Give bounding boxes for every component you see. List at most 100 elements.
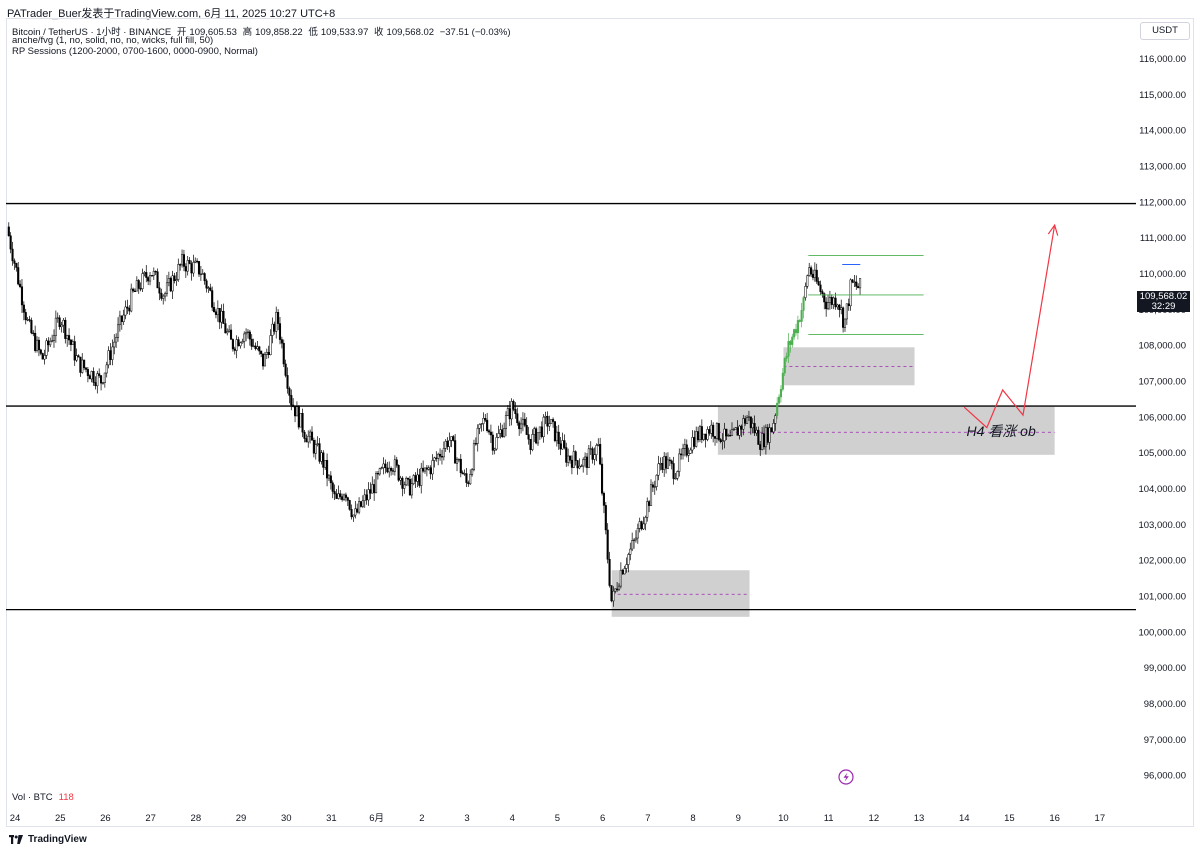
- symbol-title[interactable]: Bitcoin / TetherUS · 1小时 · BINANCE: [12, 27, 172, 38]
- candle-body: [759, 444, 762, 450]
- tradingview-brand[interactable]: TradingView: [28, 834, 87, 845]
- candle-body: [533, 428, 536, 435]
- indicator-sessions-legend[interactable]: RP Sessions (1200-2000, 0700-1600, 0000-…: [12, 46, 258, 57]
- candle-body: [403, 484, 406, 489]
- time-tick-label: 28: [191, 813, 202, 824]
- candle-body: [100, 375, 103, 384]
- candle-body: [597, 444, 600, 446]
- candle-body: [339, 493, 342, 497]
- candle-body: [278, 323, 282, 340]
- candle-body: [518, 422, 521, 430]
- candle-body: [109, 350, 112, 360]
- candle-body: [179, 264, 182, 266]
- candle-body: [220, 310, 223, 323]
- candle-body: [680, 453, 683, 456]
- candle-body: [258, 346, 261, 352]
- price-axis: 96,000.00 97,000.00 98,000.00 99,000.00 100,…: [1138, 54, 1186, 782]
- volume-legend[interactable]: Vol · BTC 118: [12, 792, 74, 803]
- candle-body: [237, 339, 240, 347]
- candle-body: [318, 443, 321, 462]
- price-tick-label: 108,000.00: [1138, 341, 1186, 352]
- candle-body: [26, 319, 29, 321]
- candle-body: [101, 382, 105, 384]
- candle-body: [478, 424, 481, 429]
- candle-body: [753, 423, 756, 434]
- candle-body: [405, 477, 408, 486]
- candle-body: [606, 529, 609, 560]
- candle-body: [721, 440, 724, 442]
- candle-body: [536, 432, 540, 444]
- currency-unit-button[interactable]: USDT: [1140, 22, 1190, 40]
- candle-body: [778, 396, 781, 404]
- price-tick-label: 105,000.00: [1138, 448, 1186, 459]
- candle-body: [344, 494, 347, 498]
- indicator-fvg-legend[interactable]: anche/fvg (1, no, solid, no, no, wicks, …: [12, 35, 214, 46]
- candle-body: [182, 254, 185, 267]
- candle-body: [448, 440, 451, 447]
- candle-body: [201, 273, 204, 275]
- candle-body: [661, 463, 664, 470]
- candle-body: [657, 463, 660, 476]
- symbol-legend[interactable]: Bitcoin / TetherUS · 1小时 · BINANCE 开 109,…: [12, 24, 514, 38]
- candle-body: [457, 458, 460, 461]
- publisher-line: PATrader_Buer发表于TradingView.com, 6月 11, …: [7, 8, 336, 20]
- candle-body: [651, 484, 654, 488]
- candle-body: [177, 264, 180, 280]
- candle-body: [229, 329, 233, 340]
- current-price-value: 109,568.02: [1139, 291, 1188, 302]
- candle-body: [150, 275, 153, 277]
- candle-body: [326, 460, 329, 479]
- candle-body: [399, 477, 402, 481]
- candle-body: [265, 352, 268, 355]
- candle-body: [804, 286, 807, 298]
- candle-body: [787, 341, 790, 357]
- open-value: 109,605.53: [189, 27, 237, 38]
- annotations: H4 看涨 ob: [967, 423, 1036, 439]
- candle-body: [145, 272, 148, 278]
- candle-body: [602, 492, 605, 506]
- candle-body: [17, 267, 20, 285]
- candle-body: [589, 448, 592, 450]
- candle-body: [331, 482, 334, 492]
- candle-body: [619, 569, 622, 587]
- candle-body: [152, 270, 155, 276]
- candle-body: [333, 491, 336, 495]
- candle-body: [527, 434, 530, 440]
- candle-body: [817, 281, 820, 286]
- price-tick-label: 100,000.00: [1138, 627, 1186, 638]
- candle-body: [342, 494, 346, 500]
- time-tick-label: 26: [100, 813, 111, 824]
- candle-body: [681, 448, 685, 456]
- lightning-icon[interactable]: [838, 769, 854, 785]
- candle-body: [757, 429, 760, 445]
- candle-body: [838, 304, 841, 311]
- candle-body: [378, 468, 381, 475]
- range-lines: [808, 255, 924, 335]
- candle-body: [719, 439, 722, 442]
- candle-body: [374, 473, 378, 494]
- candle-body: [520, 423, 523, 430]
- candle-body: [655, 474, 658, 487]
- time-tick-label: 31: [326, 813, 337, 824]
- candle-body: [599, 444, 602, 465]
- candle-body: [725, 428, 728, 437]
- projection-path: [963, 224, 1056, 429]
- candle-body: [706, 429, 709, 440]
- candle-body: [11, 248, 14, 262]
- candle-body: [122, 314, 125, 322]
- candle-body: [171, 275, 174, 292]
- candle-body: [762, 433, 766, 448]
- candle-body: [653, 486, 656, 488]
- price-tick-label: 97,000.00: [1144, 735, 1186, 746]
- candle-body: [747, 416, 750, 418]
- candle-body: [47, 340, 50, 346]
- current-price-tag: 109,568.02 32:29: [1137, 291, 1190, 312]
- candle-body: [633, 539, 636, 542]
- candle-body: [350, 509, 353, 518]
- candle-body: [695, 431, 698, 447]
- candle-body: [414, 475, 417, 482]
- candle-body: [808, 267, 811, 276]
- candle-body: [646, 501, 649, 518]
- candle-body: [143, 272, 146, 274]
